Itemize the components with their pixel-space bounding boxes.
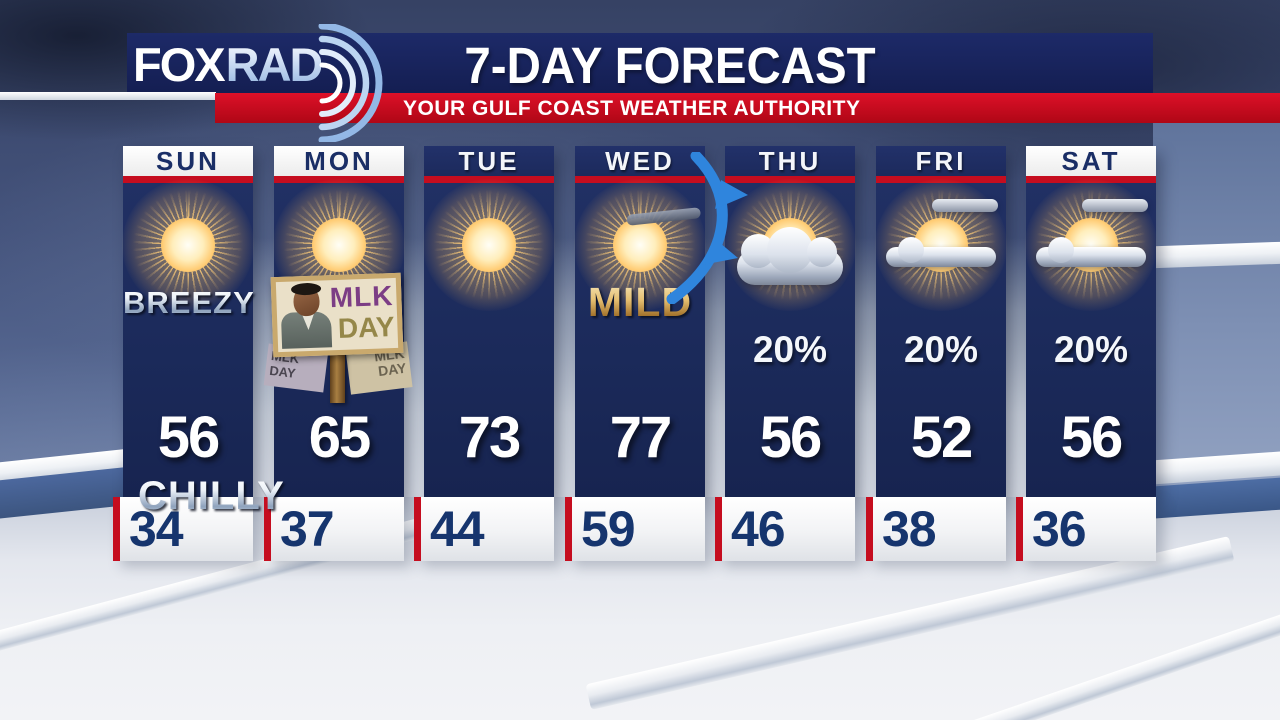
precip-chance: 20%	[903, 329, 979, 370]
low-temp: 36	[1032, 501, 1087, 557]
low-temp: 34	[129, 501, 184, 557]
cold-front-icon	[666, 152, 748, 304]
day-label: SUN	[123, 146, 253, 176]
high-temp: 56	[1060, 405, 1124, 470]
high-temp: 65	[308, 405, 372, 470]
mlk-line2: DAY	[337, 311, 395, 344]
forecast-column-sat: SAT 20% 56	[1025, 146, 1157, 497]
high-temp: 56	[759, 405, 823, 470]
column-body: BREEZY 56	[122, 179, 255, 497]
low-temp: 59	[581, 501, 636, 557]
background-pillar	[855, 238, 876, 497]
partly-cloudy-icon	[1025, 179, 1157, 311]
header-white-ledge	[0, 92, 216, 100]
day-label: WED	[575, 146, 705, 176]
header-red-banner: YOUR GULF COAST WEATHER AUTHORITY	[215, 93, 1280, 123]
low-temp-box: 46	[715, 497, 855, 561]
column-body: 20% 56	[724, 179, 856, 497]
column-body: 20% 56	[1025, 179, 1157, 497]
low-temp-box: 59	[565, 497, 705, 561]
low-temp: 44	[430, 501, 485, 557]
forecast-column-fri: FRI 20% 52	[875, 146, 1007, 497]
mlk-line1: MLK	[329, 280, 394, 314]
low-box-red-bar	[1016, 497, 1023, 561]
low-box-red-bar	[113, 497, 120, 561]
forecast-column-thu: THU 20% 56	[724, 146, 856, 497]
low-temp: 38	[882, 501, 937, 557]
partly-cloudy-icon	[875, 179, 1007, 311]
sunny-icon	[423, 179, 555, 311]
subtitle: YOUR GULF COAST WEATHER AUTHORITY	[403, 97, 861, 120]
column-body: 20% 52	[875, 179, 1007, 497]
header-navy-bar	[127, 33, 1153, 93]
studio-beam	[1147, 241, 1280, 269]
day-label: SAT	[1026, 146, 1156, 176]
day-label: MON	[274, 146, 404, 176]
mlk-sign: MLK DAY	[270, 272, 404, 358]
mlk-portrait	[278, 282, 334, 349]
radar-arcs-icon	[318, 24, 383, 142]
precip-chance: 20%	[1053, 329, 1129, 370]
foxrad-logo: FOX RAD	[133, 37, 324, 91]
mlk-day-graphic: MLK DAY MLK DAY MLK DAY	[263, 267, 413, 407]
high-temp: 52	[910, 405, 974, 470]
background-pillar	[253, 238, 274, 497]
low-box-red-bar	[565, 497, 572, 561]
low-temp-box: 38	[866, 497, 1006, 561]
day-label: TUE	[424, 146, 554, 176]
low-temp: 46	[731, 501, 786, 557]
day-label: THU	[725, 146, 855, 176]
page-title: 7-DAY FORECAST	[464, 37, 876, 94]
low-temp-box: 44	[414, 497, 554, 561]
sunny-icon	[122, 179, 254, 311]
column-body: MILD 77	[574, 179, 706, 497]
low-temp-box: 37	[264, 497, 404, 561]
forecast-column-sun: SUN BREEZY 56	[122, 146, 255, 497]
low-temp: 37	[280, 501, 335, 557]
logo-rad-text: RAD	[225, 37, 324, 91]
background-sky-right	[1153, 123, 1280, 495]
low-temp-box: 36	[1016, 497, 1156, 561]
low-box-red-bar	[715, 497, 722, 561]
forecast-column-wed: WED MILD 77	[574, 146, 706, 497]
background-pillar	[404, 238, 425, 497]
forecast-column-tue: TUE 73	[423, 146, 555, 497]
condition-label: BREEZY	[123, 285, 255, 320]
low-box-red-bar	[414, 497, 421, 561]
mostly-cloudy-icon	[724, 179, 856, 311]
high-temp: 56	[157, 405, 221, 470]
low-box-red-bar	[866, 497, 873, 561]
column-body: MLK DAY MLK DAY MLK DAY 65	[263, 179, 413, 497]
precip-chance: 20%	[752, 329, 828, 370]
sun-with-cloud-icon	[574, 179, 706, 311]
logo-fox-text: FOX	[133, 37, 226, 91]
background-pillar	[1006, 238, 1027, 497]
low-temp-box: 34	[113, 497, 253, 561]
forecast-column-mon: MON MLK DAY MLK DAY MLK DAY	[263, 146, 413, 497]
high-temp: 77	[609, 405, 673, 470]
column-body: 73	[423, 179, 555, 497]
high-temp: 73	[458, 405, 522, 470]
day-label: FRI	[876, 146, 1006, 176]
chilly-label: CHILLY	[138, 474, 338, 519]
background-pillar	[554, 238, 575, 497]
background-pillar	[705, 238, 726, 497]
low-box-red-bar	[264, 497, 271, 561]
